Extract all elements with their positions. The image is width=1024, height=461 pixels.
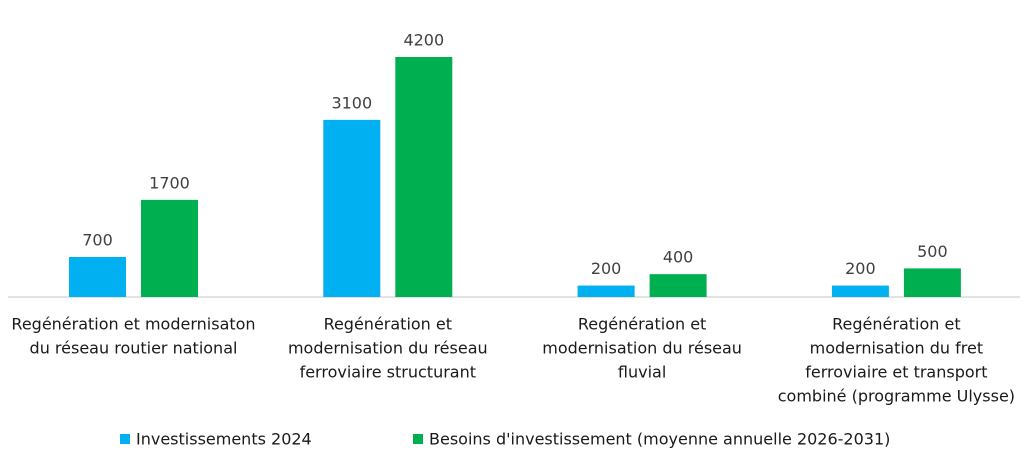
data-label: 1700 [149, 173, 190, 192]
x-tick-label: du réseau routier national [30, 339, 238, 358]
x-tick-label: ferroviaire structurant [300, 363, 476, 382]
x-tick-label: modernisation du fret [810, 339, 984, 358]
data-label: 4200 [403, 31, 444, 50]
bar [395, 57, 453, 297]
x-tick-label: Regénération et [832, 315, 960, 334]
legend-label: Investissements 2024 [136, 430, 312, 449]
x-tick-label: modernisation du réseau [288, 339, 488, 358]
data-label: 500 [917, 242, 948, 261]
x-tick-label: modernisation du réseau [542, 339, 742, 358]
x-tick-label: Regénération et modernisaton [11, 315, 255, 334]
x-tick-label: combiné (programme Ulysse) [778, 387, 1015, 406]
bar [831, 285, 889, 297]
legend-swatch [120, 434, 130, 444]
bar [69, 257, 126, 297]
x-tick-label: fluvial [618, 363, 666, 382]
data-label: 200 [591, 259, 622, 278]
bar [649, 274, 707, 297]
bar [903, 268, 961, 297]
x-tick-label: ferroviaire et transport [805, 363, 987, 382]
bar [577, 285, 635, 297]
x-tick-label: Regénération et [578, 315, 706, 334]
bar [141, 199, 198, 297]
data-label: 400 [663, 248, 694, 267]
bar [323, 119, 381, 297]
data-label: 700 [82, 231, 113, 250]
x-tick-label: Regénération et [324, 315, 452, 334]
data-label: 3100 [331, 93, 372, 112]
legend-label: Besoins d'investissement (moyenne annuel… [429, 430, 890, 449]
data-label: 200 [845, 259, 876, 278]
legend-swatch [413, 434, 423, 444]
